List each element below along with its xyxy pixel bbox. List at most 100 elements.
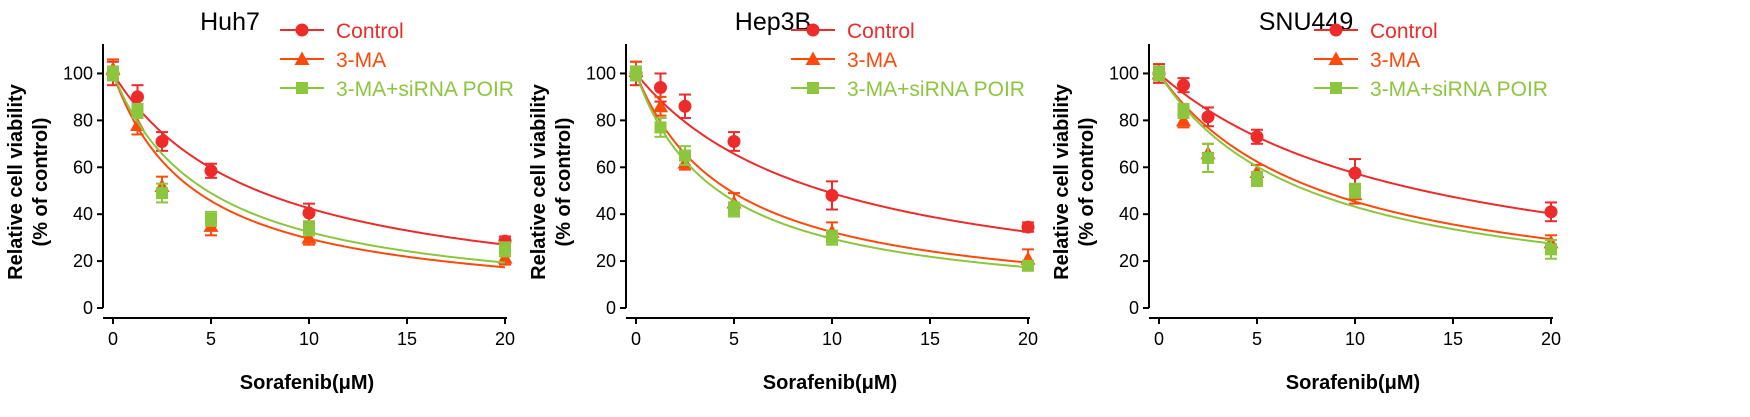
data-point [303,222,315,235]
data-point [654,121,667,134]
data-point [205,212,217,225]
legend-marker [296,82,308,94]
data-point [1177,78,1190,92]
y-tick-label: 20 [596,251,616,271]
y-tick-label: 100 [1109,63,1139,83]
y-axis-label-line: Relative cell viability [1051,83,1073,280]
data-point [1177,104,1190,117]
legend-marker [1329,23,1343,37]
legend-marker [1328,51,1344,65]
y-axis-label-line: Relative cell viability [5,83,27,280]
x-tick-label: 0 [1154,329,1164,349]
chart-snu449: SNU449 0 20 40 60 80 100 0 5 10 15 20 Sorafenib(μM) R… [1046,0,1629,417]
x-axis-label: Sorafenib(μM) [240,372,374,394]
legend-label: 3-MA [1370,49,1420,72]
data-point [1251,173,1263,185]
data-point [825,188,839,202]
y-tick-label: 80 [1119,110,1139,130]
legend-marker [294,51,310,65]
y-tick-label: 0 [83,298,93,318]
x-tick-label: 5 [206,329,216,349]
data-point [204,164,218,178]
series-3-ma-sirna-poir [630,65,1034,272]
data-point [678,99,692,113]
y-tick-label: 60 [1119,157,1139,177]
legend-label: 3-MA [847,49,897,72]
chart-hep3b: Hep3B 0 20 40 60 80 100 0 5 10 15 20 Sorafenib(μM) Re… [523,0,1106,417]
data-point [499,243,511,256]
series-control [1152,63,1558,223]
x-tick-label: 10 [1345,329,1365,349]
legend-marker [1330,82,1342,94]
x-tick-label: 15 [397,329,417,349]
chart-huh7: Huh7 0 20 40 60 80 100 0 5 10 15 20 Sorafenib(μM) Rel… [0,0,583,417]
legend-label: 3-MA+siRNA POIR [1370,78,1548,101]
data-point [1176,112,1191,127]
legend-label: Control [1370,20,1438,43]
data-point [1021,220,1035,234]
y-axis-label-line: (% of control) [1076,118,1098,247]
legend-marker [806,23,820,37]
x-tick-label: 15 [920,329,940,349]
data-point [679,149,691,162]
data-point [131,90,144,104]
x-tick-label: 10 [822,329,842,349]
y-tick-label: 60 [596,157,616,177]
x-tick-label: 20 [1541,329,1561,349]
chart-svg-huh7: Huh7 0 20 40 60 80 100 0 5 10 15 20 Sorafenib(μM) Rel… [5,8,515,394]
data-point [1348,166,1362,180]
data-point [1153,67,1165,80]
data-point [302,206,316,220]
legend-label: Control [847,20,915,43]
y-tick-label: 0 [606,298,616,318]
data-point [156,187,168,200]
data-point [1250,130,1264,144]
chart-svg-hep3b: Hep3B 0 20 40 60 80 100 0 5 10 15 20 Sorafenib(μM) Re… [528,8,1038,394]
data-point [728,203,740,216]
y-axis-label: Relative cell viability (% of control) [528,83,575,280]
data-point [1202,151,1214,164]
y-axis-label-line: (% of control) [30,118,52,247]
y-axis-label: Relative cell viability (% of control) [1051,83,1098,280]
y-tick-label: 20 [73,251,93,271]
x-axis-label: Sorafenib(μM) [1286,372,1420,394]
data-point [727,134,741,148]
y-tick-label: 100 [586,63,616,83]
series-3-ma-sirna-poir [1153,65,1557,260]
data-point [107,67,119,80]
y-tick-label: 40 [596,204,616,224]
x-axis-label: Sorafenib(μM) [763,372,897,394]
legend-label: 3-MA [336,49,386,72]
chart-title: Hep3B [735,8,811,36]
legend-marker [807,82,819,94]
y-tick-label: 100 [63,63,93,83]
data-point [653,98,668,113]
y-tick-label: 40 [1119,204,1139,224]
data-point [1545,243,1557,256]
legend-label: 3-MA+siRNA POIR [847,78,1025,101]
data-point [654,81,667,95]
series-3-ma-sirna-poir [107,65,511,264]
data-point [826,231,838,244]
data-point [630,67,642,80]
x-tick-label: 15 [1443,329,1463,349]
data-point [1544,205,1558,219]
legend-marker [805,51,821,65]
legend-label: Control [336,20,404,43]
fit-curve [1158,72,1552,245]
data-point [1349,184,1361,197]
y-tick-label: 0 [1129,298,1139,318]
y-tick-label: 40 [73,204,93,224]
chart-title: Huh7 [200,8,260,36]
x-tick-label: 0 [108,329,118,349]
data-point [131,104,144,117]
y-axis-label-line: (% of control) [553,118,575,247]
x-tick-label: 20 [495,329,515,349]
data-point [1022,259,1034,272]
y-tick-label: 80 [73,110,93,130]
x-tick-label: 0 [631,329,641,349]
legend-marker [295,23,309,37]
y-axis-label-line: Relative cell viability [528,83,550,280]
